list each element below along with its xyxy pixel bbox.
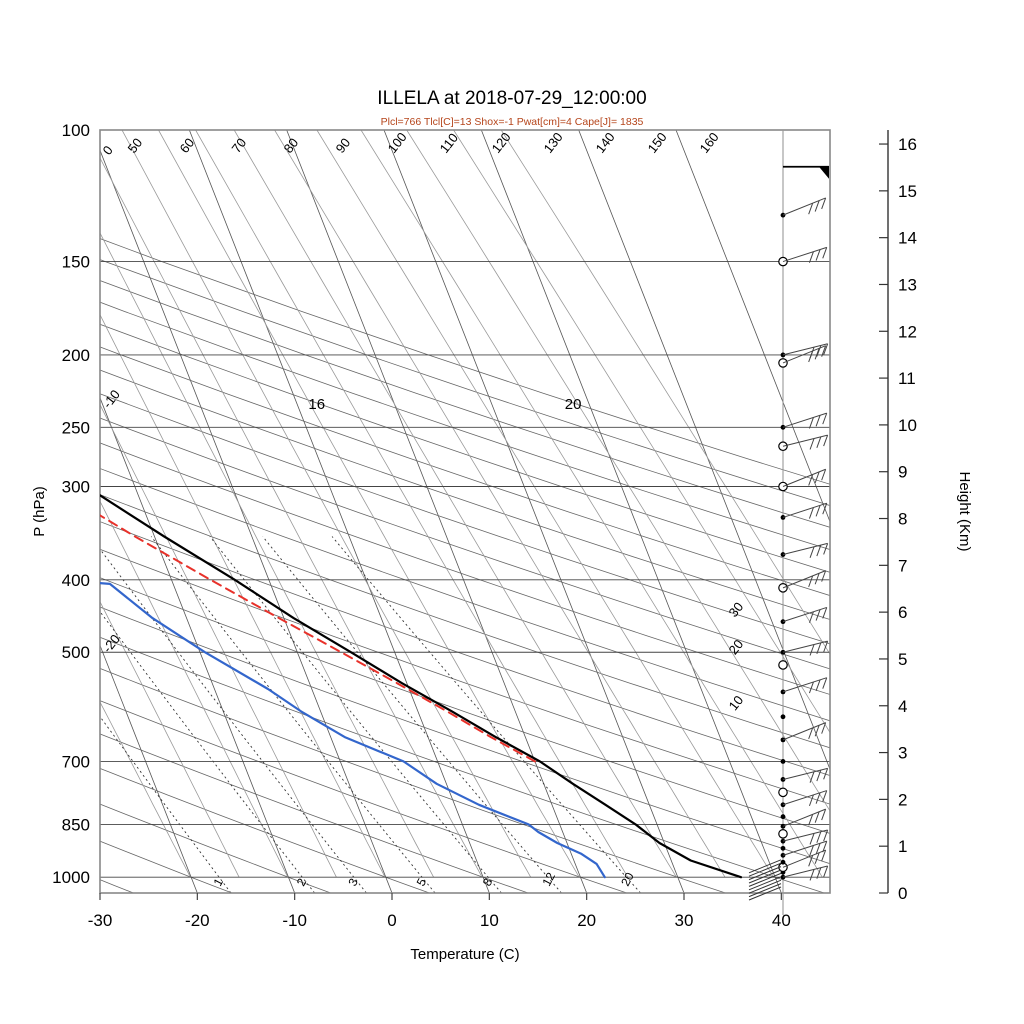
wind-level-marker <box>780 845 786 851</box>
svg-text:140: 140 <box>593 130 618 156</box>
svg-text:20: 20 <box>726 637 747 658</box>
svg-text:700: 700 <box>62 752 90 771</box>
svg-text:16: 16 <box>898 135 917 154</box>
svg-text:150: 150 <box>62 253 90 272</box>
svg-text:160: 160 <box>697 130 722 156</box>
svg-text:2: 2 <box>898 790 907 809</box>
wind-barb-flag <box>819 166 829 179</box>
svg-text:-10: -10 <box>282 911 307 930</box>
svg-text:40: 40 <box>772 911 791 930</box>
svg-text:-20: -20 <box>185 911 210 930</box>
svg-text:60: 60 <box>177 135 198 156</box>
svg-text:P (hPa): P (hPa) <box>31 486 48 537</box>
svg-text:850: 850 <box>62 815 90 834</box>
svg-text:130: 130 <box>541 130 566 156</box>
sounding-indices-subtitle: Plcl=766 Tlcl[C]=13 Shox=-1 Pwat[cm]=4 C… <box>380 116 644 128</box>
svg-text:12: 12 <box>539 870 558 889</box>
svg-text:150: 150 <box>645 130 670 156</box>
svg-text:13: 13 <box>898 275 917 294</box>
profile-curve <box>100 494 743 879</box>
svg-text:16: 16 <box>308 396 325 413</box>
svg-text:30: 30 <box>675 911 694 930</box>
wind-level-marker <box>778 829 788 839</box>
svg-text:8: 8 <box>898 510 907 529</box>
svg-text:14: 14 <box>898 229 917 248</box>
svg-text:Temperature (C): Temperature (C) <box>410 946 519 963</box>
wind-level-marker <box>780 759 786 764</box>
svg-text:1000: 1000 <box>52 868 90 887</box>
svg-text:10: 10 <box>898 416 917 435</box>
profile-curve <box>100 582 606 879</box>
svg-text:100: 100 <box>62 121 90 140</box>
svg-text:110: 110 <box>437 130 462 156</box>
svg-text:-10: -10 <box>100 387 123 411</box>
svg-text:80: 80 <box>281 135 302 156</box>
svg-text:20: 20 <box>565 396 582 413</box>
svg-text:50: 50 <box>125 135 146 156</box>
svg-text:1: 1 <box>898 837 907 856</box>
svg-text:10: 10 <box>726 693 747 714</box>
profile-curve <box>100 514 536 763</box>
profile-curves-layer <box>100 494 743 879</box>
svg-text:0: 0 <box>387 911 396 930</box>
svg-text:200: 200 <box>62 346 90 365</box>
svg-text:120: 120 <box>489 130 514 156</box>
svg-text:300: 300 <box>62 477 90 496</box>
svg-text:250: 250 <box>62 418 90 437</box>
grid-layer <box>99 129 889 900</box>
svg-text:3: 3 <box>898 744 907 763</box>
svg-text:400: 400 <box>62 571 90 590</box>
wind-level-marker <box>778 787 788 798</box>
svg-text:15: 15 <box>898 182 917 201</box>
wind-level-marker <box>780 714 786 720</box>
wind-level-marker <box>780 859 786 865</box>
svg-text:100: 100 <box>385 130 410 156</box>
svg-text:6: 6 <box>898 603 907 622</box>
svg-text:9: 9 <box>898 463 907 482</box>
svg-text:Height (Km): Height (Km) <box>956 471 973 551</box>
svg-text:5: 5 <box>898 650 907 669</box>
svg-text:20: 20 <box>577 911 596 930</box>
wind-level-marker <box>780 814 786 820</box>
svg-text:7: 7 <box>898 556 907 575</box>
svg-text:10: 10 <box>480 911 499 930</box>
svg-text:70: 70 <box>229 135 250 156</box>
page-title: ILLELA at 2018-07-29_12:00:00 <box>377 88 647 109</box>
svg-text:90: 90 <box>333 135 354 156</box>
svg-text:12: 12 <box>898 322 917 341</box>
wind-barb-panel <box>748 130 829 915</box>
svg-text:11: 11 <box>898 369 916 388</box>
svg-text:0: 0 <box>898 884 907 903</box>
wind-level-marker <box>778 660 788 670</box>
svg-text:-30: -30 <box>88 911 113 930</box>
svg-text:4: 4 <box>898 697 907 716</box>
svg-text:500: 500 <box>62 643 90 662</box>
svg-text:20: 20 <box>618 870 637 889</box>
